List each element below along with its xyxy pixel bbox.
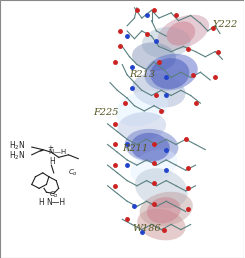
Text: F225: F225 [93, 108, 118, 117]
Ellipse shape [145, 54, 198, 91]
Ellipse shape [150, 58, 189, 89]
Text: +: + [48, 145, 54, 151]
Text: N—H: N—H [47, 198, 66, 207]
Ellipse shape [142, 27, 191, 58]
Ellipse shape [167, 21, 195, 46]
Ellipse shape [115, 91, 168, 126]
Ellipse shape [135, 168, 188, 208]
Text: H: H [49, 157, 55, 166]
Ellipse shape [131, 133, 170, 161]
Text: R213: R213 [130, 70, 156, 79]
Ellipse shape [137, 208, 185, 240]
Ellipse shape [132, 73, 185, 108]
Ellipse shape [117, 112, 166, 141]
Ellipse shape [131, 149, 178, 183]
Ellipse shape [140, 192, 193, 226]
Ellipse shape [147, 197, 181, 223]
Text: R211: R211 [122, 144, 148, 153]
Ellipse shape [158, 15, 209, 50]
Ellipse shape [125, 129, 178, 163]
Text: $C_\alpha$: $C_\alpha$ [68, 168, 78, 178]
Ellipse shape [132, 43, 176, 71]
Text: $\mathregular{H_2N}$: $\mathregular{H_2N}$ [9, 150, 25, 162]
Text: Y222: Y222 [213, 20, 238, 29]
Text: H: H [38, 198, 44, 207]
Text: $\mathregular{\bar{N}}$—H: $\mathregular{\bar{N}}$—H [48, 147, 66, 157]
Text: $C_\alpha$: $C_\alpha$ [49, 190, 59, 200]
Text: $\mathregular{H_2N}$: $\mathregular{H_2N}$ [9, 140, 25, 152]
Text: W186: W186 [132, 224, 161, 233]
